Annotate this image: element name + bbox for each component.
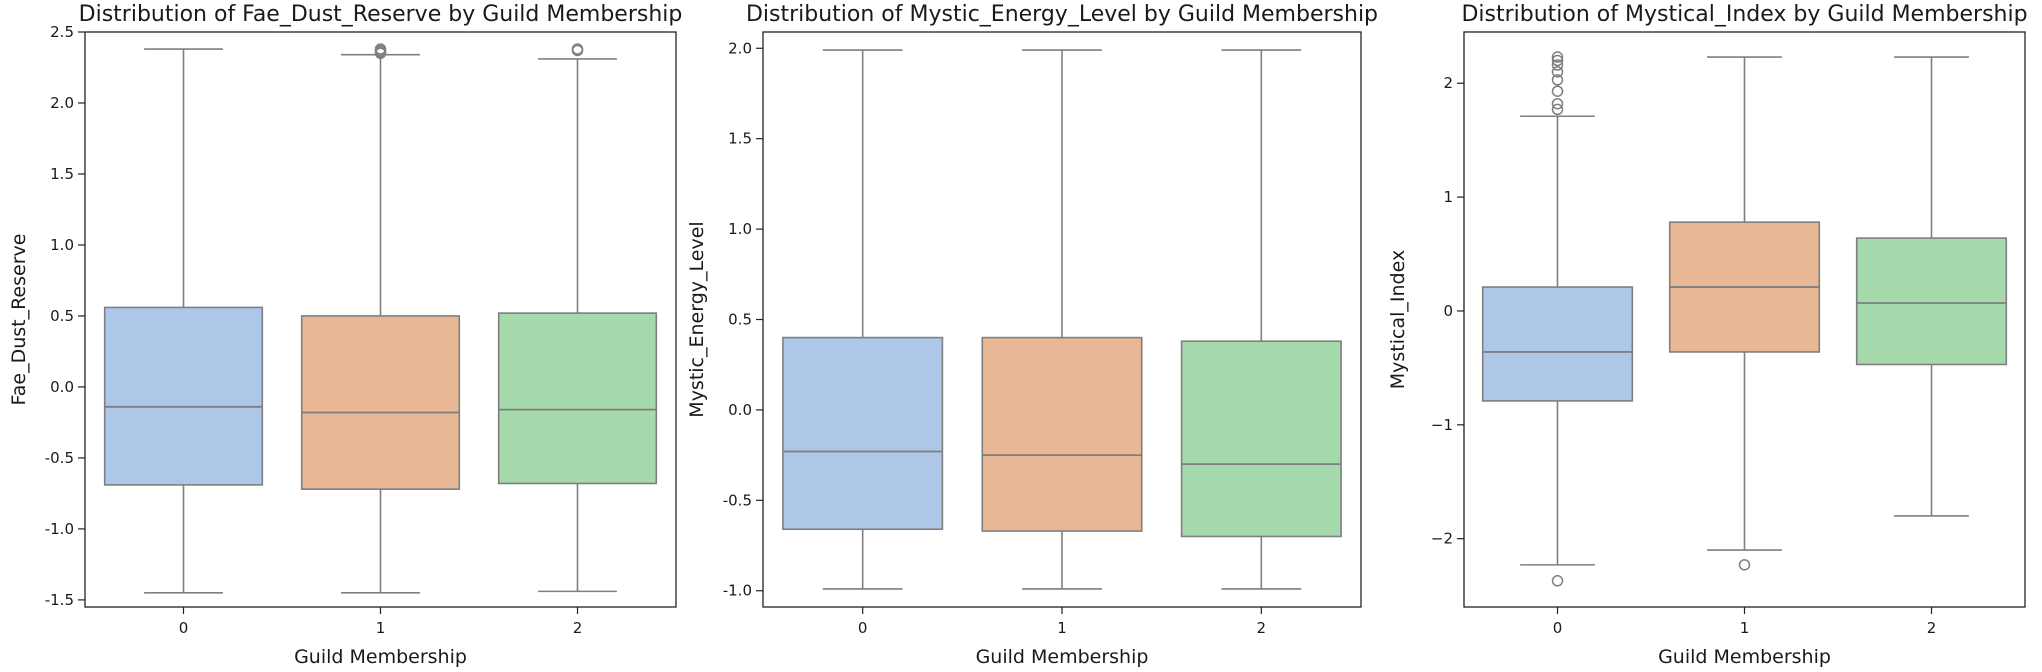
y-tick-label: −2 bbox=[1431, 530, 1453, 548]
iqr-box bbox=[1855, 237, 2008, 366]
box-2 bbox=[1180, 49, 1342, 590]
x-tick-label: 0 bbox=[858, 619, 868, 637]
box-2 bbox=[497, 43, 658, 593]
plot-frame bbox=[762, 31, 1362, 608]
y-tick-label: 1.0 bbox=[728, 220, 752, 238]
x-axis-label: Guild Membership bbox=[294, 646, 467, 668]
outlier-point bbox=[1551, 575, 1564, 587]
box-1 bbox=[300, 43, 461, 594]
outlier-point bbox=[1551, 74, 1564, 86]
plot-frame bbox=[84, 31, 677, 608]
y-axis-label: Mystical_Index bbox=[1387, 250, 1409, 389]
y-tick-label: 0.5 bbox=[50, 307, 74, 325]
outlier-point bbox=[1551, 54, 1564, 67]
panel-2: Distribution of Mystic_Energy_Level by G… bbox=[686, 2, 1378, 668]
x-tick-label: 0 bbox=[179, 619, 189, 637]
y-tick-label: −1 bbox=[1431, 416, 1453, 434]
box-0 bbox=[103, 48, 264, 594]
iqr-box bbox=[103, 306, 264, 486]
y-tick-label: -1.0 bbox=[45, 520, 74, 538]
y-tick-label: 0.0 bbox=[728, 401, 752, 419]
iqr-box bbox=[782, 336, 944, 531]
y-tick-label: -1.5 bbox=[45, 591, 74, 609]
panel-1: Distribution of Fae_Dust_Reserve by Guil… bbox=[8, 2, 682, 668]
x-tick-label: 1 bbox=[1740, 619, 1750, 637]
x-axis-label: Guild Membership bbox=[1658, 646, 1831, 668]
box-0 bbox=[1481, 51, 1634, 587]
y-tick-label: -1.0 bbox=[723, 582, 752, 600]
y-tick-label: 0.0 bbox=[50, 378, 74, 396]
x-tick-label: 1 bbox=[1057, 619, 1067, 637]
outlier-point bbox=[1738, 559, 1751, 571]
chart-title: Distribution of Mystical_Index by Guild … bbox=[1461, 2, 2027, 27]
y-tick-label: 1.0 bbox=[50, 236, 74, 254]
y-tick-label: 0 bbox=[1443, 302, 1453, 320]
outlier-point bbox=[571, 43, 584, 55]
outlier-point bbox=[1551, 103, 1564, 116]
y-tick-label: -0.5 bbox=[723, 491, 752, 509]
box-1 bbox=[1668, 56, 1821, 571]
y-tick-label: -0.5 bbox=[45, 449, 74, 467]
x-tick-label: 1 bbox=[376, 619, 386, 637]
y-tick-label: 2.0 bbox=[728, 39, 752, 57]
x-axis-label: Guild Membership bbox=[976, 646, 1149, 668]
plot-frame bbox=[1463, 31, 2026, 608]
panel-3: Distribution of Mystical_Index by Guild … bbox=[1387, 2, 2028, 668]
box-1 bbox=[981, 49, 1143, 590]
box-0 bbox=[782, 49, 944, 590]
iqr-box bbox=[497, 312, 658, 485]
y-tick-label: 2.5 bbox=[50, 23, 74, 41]
iqr-box bbox=[1481, 286, 1634, 402]
y-axis-label: Mystic_Energy_Level bbox=[686, 221, 708, 417]
outlier-point bbox=[1551, 97, 1564, 110]
outlier-point bbox=[1551, 85, 1564, 97]
chart-title: Distribution of Mystic_Energy_Level by G… bbox=[746, 2, 1378, 27]
x-tick-label: 2 bbox=[573, 619, 583, 637]
outlier-point bbox=[1551, 66, 1564, 78]
y-axis-label: Fae_Dust_Reserve bbox=[8, 234, 30, 406]
y-tick-label: 1.5 bbox=[50, 165, 74, 183]
iqr-box bbox=[300, 315, 461, 490]
y-tick-label: 1 bbox=[1443, 188, 1453, 206]
x-tick-label: 0 bbox=[1553, 619, 1563, 637]
chart-title: Distribution of Fae_Dust_Reserve by Guil… bbox=[79, 2, 683, 27]
x-tick-label: 2 bbox=[1257, 619, 1267, 637]
y-tick-label: 2 bbox=[1443, 74, 1453, 92]
outlier-point bbox=[1551, 59, 1564, 71]
y-tick-label: 0.5 bbox=[728, 311, 752, 329]
x-tick-label: 2 bbox=[1927, 619, 1937, 637]
outlier-point bbox=[374, 43, 387, 55]
y-tick-label: 2.0 bbox=[50, 94, 74, 112]
iqr-box bbox=[1180, 340, 1342, 538]
y-tick-label: 1.5 bbox=[728, 130, 752, 148]
box-2 bbox=[1855, 56, 2008, 517]
outlier-point bbox=[1551, 51, 1564, 63]
iqr-box bbox=[981, 336, 1143, 532]
